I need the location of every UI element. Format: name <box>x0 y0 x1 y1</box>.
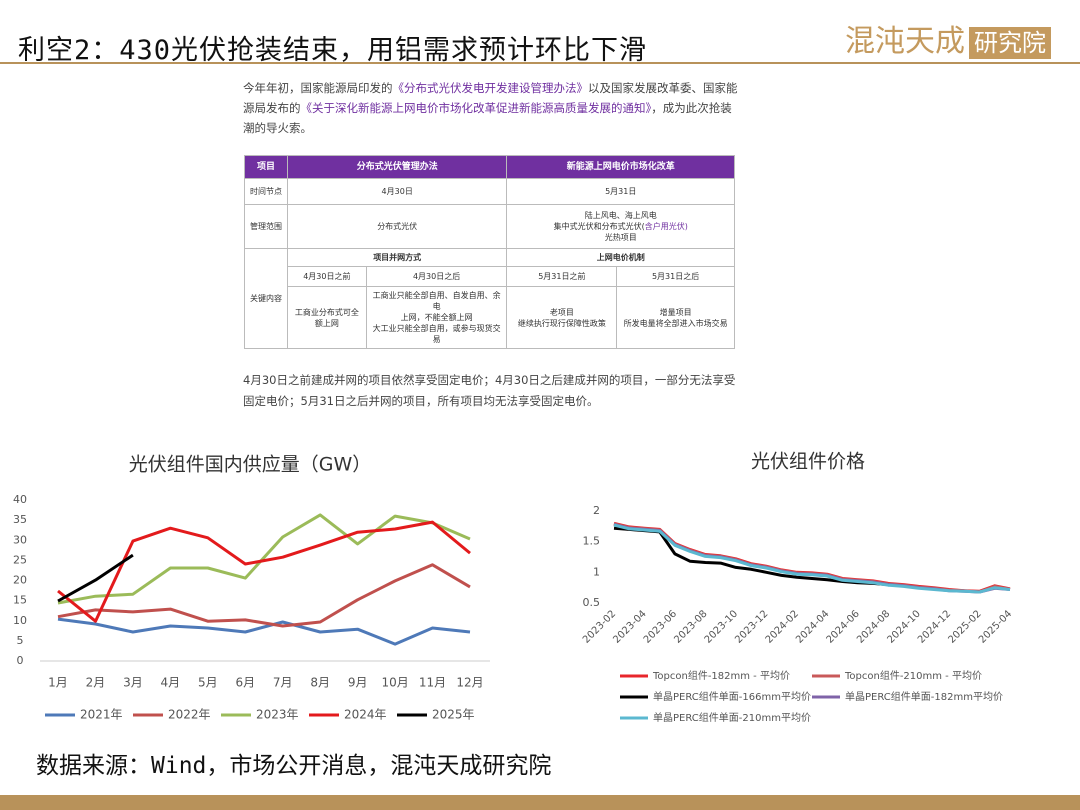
x-tick-label: 5月 <box>198 676 218 690</box>
line: 继续执行现行保障性政策 <box>517 318 606 328</box>
source: 数据来源：Wind，市场公开消息，混沌天成研究院 <box>36 753 552 779</box>
cell: 工商业只能全部自用、自发自用、余电上网，不能全额上网大工业只能全部自用，或参与现… <box>365 286 508 349</box>
y-tick-label: 10 <box>13 614 27 627</box>
y-tick-label: 20 <box>13 574 27 587</box>
line: 工商业分布式可全 <box>294 307 359 317</box>
cell: 工商业分布式可全 额上网 <box>286 286 367 349</box>
x-tick-label: 8月 <box>310 676 330 690</box>
cell: 管理范围 <box>244 204 288 249</box>
cell: 4月30日 <box>286 178 508 205</box>
logo-box: 研究院 <box>969 27 1051 59</box>
x-tick-label: 2025-04 <box>977 608 1014 645</box>
line: 增量项目 <box>659 307 692 317</box>
legend-label: 2025年 <box>432 708 475 722</box>
cell: 分布式光伏 <box>286 204 508 249</box>
x-tick-label: 3月 <box>123 676 143 690</box>
th: 新能源上网电价市场化改革 <box>506 155 735 179</box>
logo-text: 混沌天成 <box>845 24 965 59</box>
doc-name: 《关于深化新能源上网电价市场化改革促进新能源高质量发展的通知》 <box>300 101 652 115</box>
line: 大工业只能全部自用，或参与现货交易 <box>372 324 501 344</box>
y-tick-label: 0.5 <box>583 596 601 609</box>
legend-label: Topcon组件-182mm - 平均价 <box>652 669 790 682</box>
x-tick-label: 12月 <box>456 676 483 690</box>
series-line <box>57 513 471 605</box>
text: 含户用光伏) <box>644 222 688 231</box>
legend-label: 2022年 <box>168 708 211 722</box>
y-tick-label: 1.5 <box>583 535 601 548</box>
cell: 时间节点 <box>244 178 288 205</box>
line: 集中式光伏和分布式光伏(含户用光伏) <box>510 221 731 232</box>
legend-label: 单晶PERC组件单面-182mm平均价 <box>845 690 1003 703</box>
footer-bar <box>0 795 1080 810</box>
th: 项目 <box>244 155 288 179</box>
x-tick-label: 6月 <box>235 676 255 690</box>
row: 工商业分布式可全 额上网 工商业只能全部自用、自发自用、余电 上网，不能全额上网 大工业… <box>245 286 735 349</box>
x-tick-label: 4月 <box>161 676 181 690</box>
y-tick-label: 5 <box>17 634 24 647</box>
legend-label: Topcon组件-210mm - 平均价 <box>844 669 982 682</box>
cell: 增量项目 所发电量将全部进入市场交易 <box>616 286 735 349</box>
text: 集中式光伏和分布式光伏( <box>553 222 645 231</box>
line: 陆上风电、海上风电 <box>584 211 657 220</box>
line: 额上网 <box>314 318 339 328</box>
slide-title: 利空2：430光伏抢装结束，用铝需求预计环比下滑 <box>18 35 648 66</box>
line: 所发电量将全部进入市场交易 <box>623 318 728 328</box>
policy-table: 项目 分布式光伏管理办法 新能源上网电价市场化改革 时间节点 4月30日 5月31日 管… <box>244 155 735 349</box>
legend-label: 单晶PERC组件单面-210mm平均价 <box>653 711 811 724</box>
text: ，成为此次抢装潮的导火索。 <box>243 101 732 135</box>
legend-label: 2023年 <box>256 708 299 722</box>
y-tick-label: 15 <box>13 594 27 607</box>
series-line <box>57 520 471 623</box>
line: 上网，不能全额上网 <box>400 313 473 322</box>
y-tick-label: 25 <box>13 553 27 566</box>
chart-title: 光伏组件价格 <box>751 451 865 473</box>
series-line <box>613 526 889 587</box>
cell: 陆上风电、海上风电 集中式光伏和分布式光伏(含户用光伏) 光热项目 <box>506 204 735 249</box>
cell: 关键内容 <box>244 248 288 349</box>
y-tick-label: 35 <box>13 513 27 526</box>
y-tick-label: 2 <box>593 504 600 517</box>
x-tick-label: 7月 <box>273 676 293 690</box>
text: 以及国家发展改革委、国家能源局发布的 <box>243 81 738 115</box>
x-tick-label: 10月 <box>381 676 408 690</box>
cell: 老项目 继续执行现行保障性政策 <box>506 286 618 349</box>
series-line <box>613 521 1011 593</box>
series-line <box>57 563 471 628</box>
y-tick-label: 30 <box>13 533 27 546</box>
text: 今年年初，国家能源局印发的 <box>243 81 393 95</box>
line: 工商业只能全部自用、自发自用、余电 <box>372 291 501 311</box>
x-tick-label: 11月 <box>419 676 446 690</box>
note-text: 4月30日之前建成并网的项目依然享受固定电价；4月30日之后建成并网的项目，一部… <box>243 373 736 408</box>
y-tick-label: 0 <box>17 654 24 667</box>
series-line <box>613 522 1011 594</box>
title-rule <box>0 62 1080 64</box>
series-line <box>613 523 1011 594</box>
series-line <box>57 553 134 603</box>
legend-label: 2021年 <box>80 708 123 722</box>
logo: 混沌天成 研究院 <box>845 16 1051 60</box>
series-line <box>613 523 1011 594</box>
legend-label: 单晶PERC组件单面-166mm平均价 <box>653 690 811 703</box>
x-tick-label: 2月 <box>86 676 106 690</box>
x-tick-label: 9月 <box>348 676 368 690</box>
intro-text: 今年年初，国家能源局印发的《分布式光伏发电开发建设管理办法》以及国家发展改革委、… <box>243 78 738 138</box>
series-line <box>57 617 471 646</box>
y-tick-label: 1 <box>593 565 600 578</box>
cell: 5月31日 <box>506 178 735 205</box>
line: 光热项目 <box>604 233 637 242</box>
chart-title: 光伏组件国内供应量（GW） <box>129 454 372 476</box>
th: 分布式光伏管理办法 <box>286 155 508 179</box>
legend-label: 2024年 <box>344 708 387 722</box>
x-tick-label: 1月 <box>48 676 68 690</box>
doc-name: 《分布式光伏发电开发建设管理办法》 <box>392 81 589 95</box>
y-tick-label: 40 <box>13 493 27 506</box>
line: 老项目 <box>549 307 574 317</box>
